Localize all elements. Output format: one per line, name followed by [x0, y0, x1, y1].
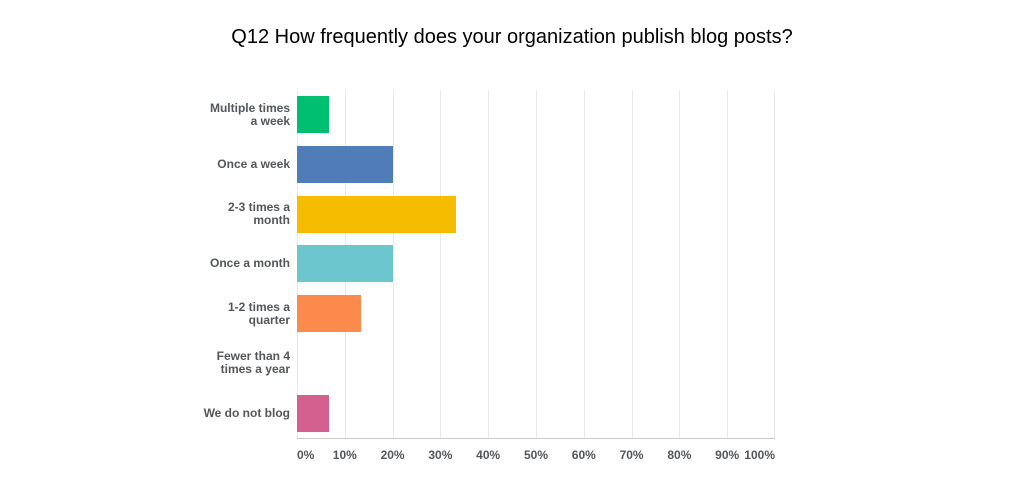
- gridline-80%: [679, 90, 681, 438]
- x-tick-10%: 10%: [332, 448, 357, 462]
- x-tick-40%: 40%: [476, 448, 501, 462]
- plot-area: [297, 90, 775, 439]
- x-tick-20%: 20%: [380, 448, 405, 462]
- category-label-multiple-times-a-week: Multiple times a week: [178, 90, 290, 140]
- category-label-line: times a year: [220, 362, 290, 377]
- chart-title: Q12 How frequently does your organizatio…: [231, 26, 793, 48]
- category-label-line: Fewer than 4: [216, 349, 290, 364]
- bar-2-3-times-a-month: [297, 195, 457, 233]
- bar-multiple-times-a-week: [297, 96, 329, 134]
- bar-1-2-times-a-quarter: [297, 295, 361, 333]
- bar-row: [297, 339, 775, 389]
- category-label-line: quarter: [248, 312, 290, 327]
- bar-once-a-week: [297, 146, 393, 184]
- category-label-line: Once a month: [209, 256, 290, 271]
- category-label-1-2-times-a-quarter: 1-2 times a quarter: [178, 289, 290, 339]
- category-label-once-a-month: Once a month: [178, 239, 290, 289]
- category-label-line: 1-2 times a: [227, 299, 290, 314]
- bar-row: [297, 140, 775, 190]
- gridline-90%: [727, 90, 729, 438]
- category-label-fewer-than-4-times-a-year: Fewer than 4 times a year: [178, 339, 290, 389]
- category-label-line: month: [253, 213, 290, 228]
- x-tick-60%: 60%: [571, 448, 596, 462]
- category-label-2-3-times-a-month: 2-3 times a month: [178, 189, 290, 239]
- x-tick-90%: 90%: [715, 448, 740, 462]
- category-label-line: Multiple times: [209, 100, 290, 115]
- x-tick-0%: 0%: [297, 448, 315, 462]
- bar-we-do-not-blog: [297, 394, 329, 432]
- gridline-40%: [488, 90, 490, 438]
- bar-once-a-month: [297, 245, 393, 283]
- x-tick-30%: 30%: [428, 448, 453, 462]
- category-label-once-a-week: Once a week: [178, 140, 290, 190]
- bar-row: [297, 388, 775, 438]
- x-tick-100%: 100%: [744, 448, 775, 462]
- x-tick-50%: 50%: [523, 448, 549, 462]
- category-label-line: 2-3 times a: [227, 200, 290, 215]
- bar-row: [297, 189, 775, 239]
- category-label-line: a week: [250, 113, 290, 128]
- bar-row: [297, 289, 775, 339]
- x-tick-70%: 70%: [619, 448, 644, 462]
- category-label-line: We do not blog: [203, 405, 290, 420]
- bar-row: [297, 90, 775, 140]
- category-label-we-do-not-blog: We do not blog: [178, 388, 290, 438]
- category-label-line: Once a week: [217, 157, 290, 172]
- gridline-70%: [631, 90, 633, 438]
- gridline-20%: [392, 90, 394, 438]
- gridline-50%: [536, 90, 537, 438]
- gridline-60%: [583, 90, 585, 438]
- gridline-30%: [440, 90, 442, 438]
- bar-row: [297, 239, 775, 289]
- x-axis-tick-labels: 0% 10% 20% 30% 40% 50% 60% 70% 80% 90% 100%: [297, 448, 775, 464]
- gridline-100%: [774, 90, 775, 438]
- x-tick-80%: 80%: [667, 448, 692, 462]
